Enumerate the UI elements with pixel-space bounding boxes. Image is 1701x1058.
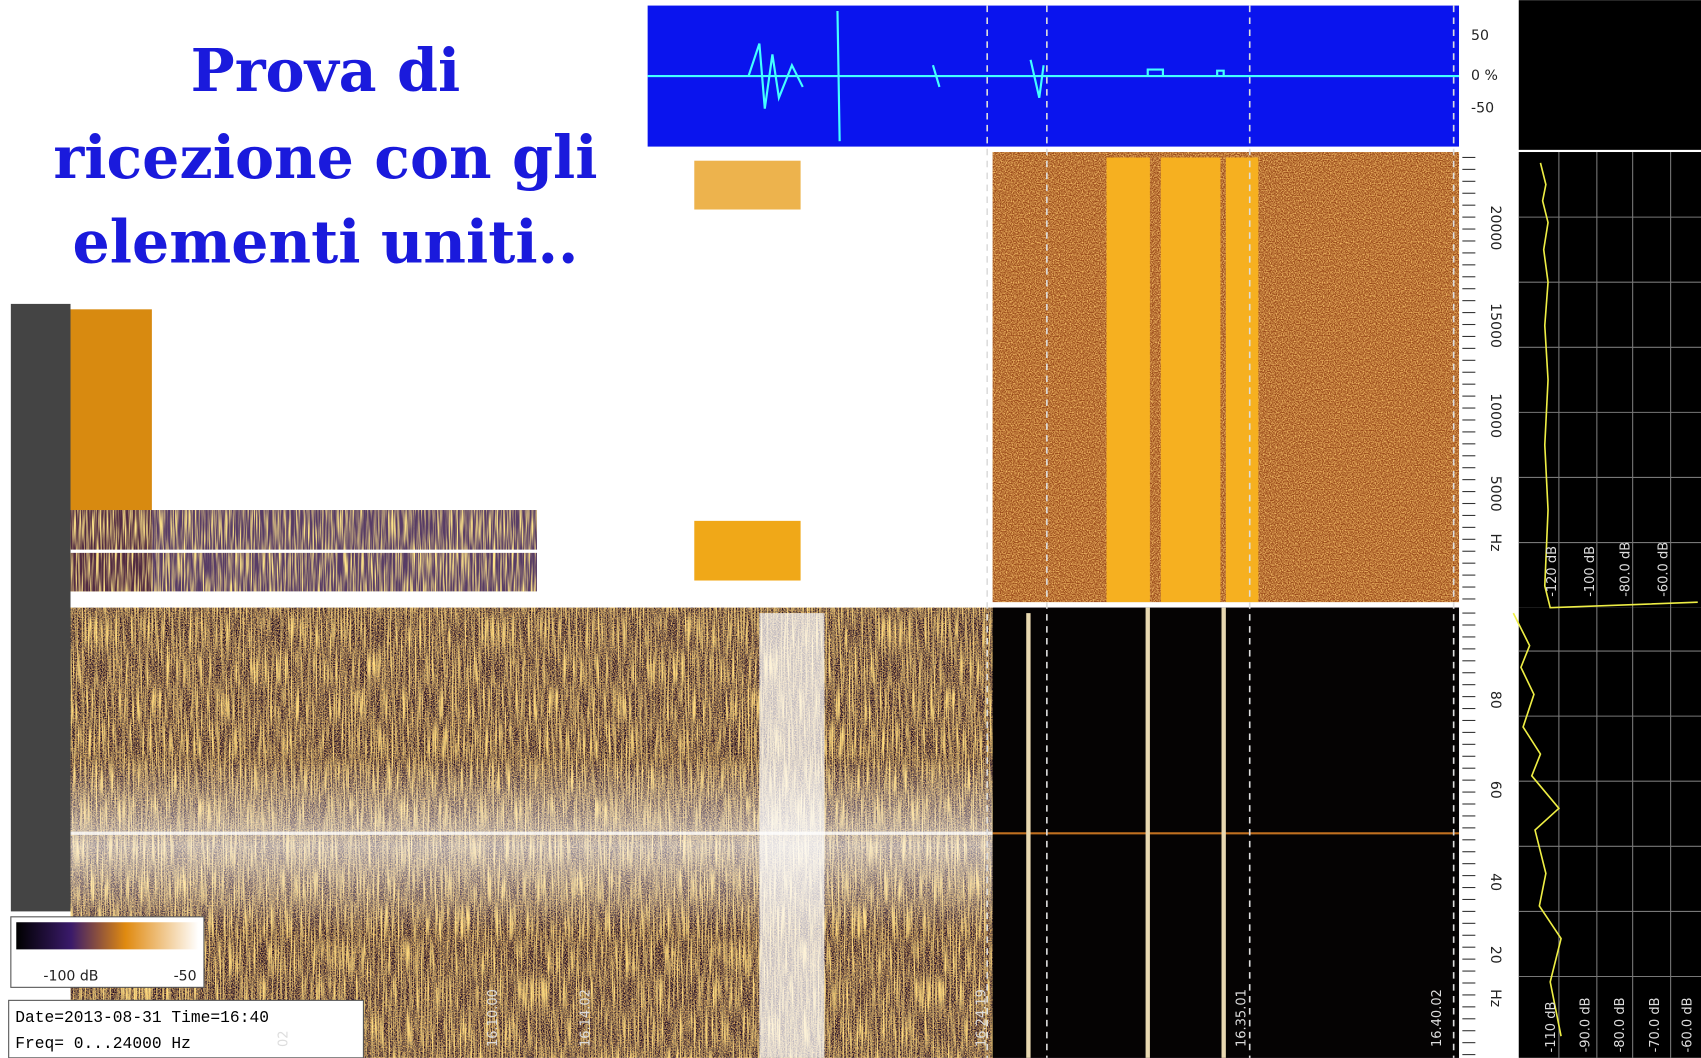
upper-burst-2 xyxy=(694,160,801,210)
lower-glow xyxy=(70,759,993,934)
side-strip xyxy=(10,303,71,912)
level-label: -60.0 dB xyxy=(1680,997,1695,1052)
waveform-axis-label: 50 xyxy=(1471,28,1489,44)
info-line: Freq= 0...24000 Hz xyxy=(15,1034,191,1053)
title-line: elementi uniti.. xyxy=(73,207,579,276)
traces xyxy=(1026,607,1226,1058)
level-label: -70.0 dB xyxy=(1648,997,1663,1052)
time-label: 16.24.19 xyxy=(974,989,989,1047)
lower-spectrum-trace xyxy=(1512,612,1562,1037)
level-label: -100 dB xyxy=(1583,546,1598,597)
scale-label: -50 xyxy=(174,968,197,984)
freq-label: Hz xyxy=(1487,534,1503,552)
strip xyxy=(1106,157,1150,603)
freq-label: 5000 xyxy=(1487,476,1503,512)
time-label: 02 xyxy=(277,1030,292,1047)
level-label: -110 dB xyxy=(1544,1002,1559,1053)
info-box xyxy=(8,999,364,1058)
info-line: Date=2013-08-31 Time=16:40 xyxy=(15,1008,269,1027)
level-label: -80.0 dB xyxy=(1613,997,1628,1052)
strip xyxy=(1225,157,1259,603)
time-label: 16.35.01 xyxy=(1235,989,1250,1047)
spectrum-grid xyxy=(1518,152,1701,1058)
freq-label: 20000 xyxy=(1487,206,1503,251)
lower-spectrum xyxy=(1518,607,1701,1058)
waveform-axis xyxy=(1459,5,1519,147)
level-label: -60.0 dB xyxy=(1657,542,1672,597)
freq-label: 15000 xyxy=(1487,303,1503,348)
strip xyxy=(1160,157,1221,603)
texts: Prova di ricezione con gli elementi uniti.… xyxy=(15,28,1695,1053)
time-label: 16.40.02 xyxy=(1430,989,1445,1047)
freq-label: 20 xyxy=(1487,946,1503,964)
waveform-bursts xyxy=(747,10,1225,142)
freq-label: 10000 xyxy=(1487,393,1503,438)
time-label: 16.10.00 xyxy=(486,989,501,1047)
title-line: Prova di xyxy=(191,36,461,105)
corner-panel xyxy=(1518,0,1701,150)
level-label: -90.0 dB xyxy=(1579,997,1594,1052)
waveform-axis-label: 0 % xyxy=(1471,68,1498,84)
waveform-axis-label: -50 xyxy=(1471,101,1494,117)
upper-burst-3 xyxy=(694,520,801,581)
freq-label: Hz xyxy=(1487,989,1503,1007)
color-scale-bar xyxy=(16,922,199,950)
title-line: ricezione con gli xyxy=(53,123,597,192)
time-label: 16.14.02 xyxy=(578,989,593,1047)
freq-label: 60 xyxy=(1487,781,1503,799)
level-label: -120 dB xyxy=(1545,546,1560,597)
scale-label: -100 dB xyxy=(43,968,98,984)
lower-burst xyxy=(759,613,825,1058)
level-label: -80.0 dB xyxy=(1619,542,1634,597)
freq-label: 40 xyxy=(1487,873,1503,891)
freq-label: 80 xyxy=(1487,691,1503,709)
upper-spectrum-trace xyxy=(1539,162,1698,609)
time-markers xyxy=(986,5,1455,1058)
divider xyxy=(70,602,1519,608)
